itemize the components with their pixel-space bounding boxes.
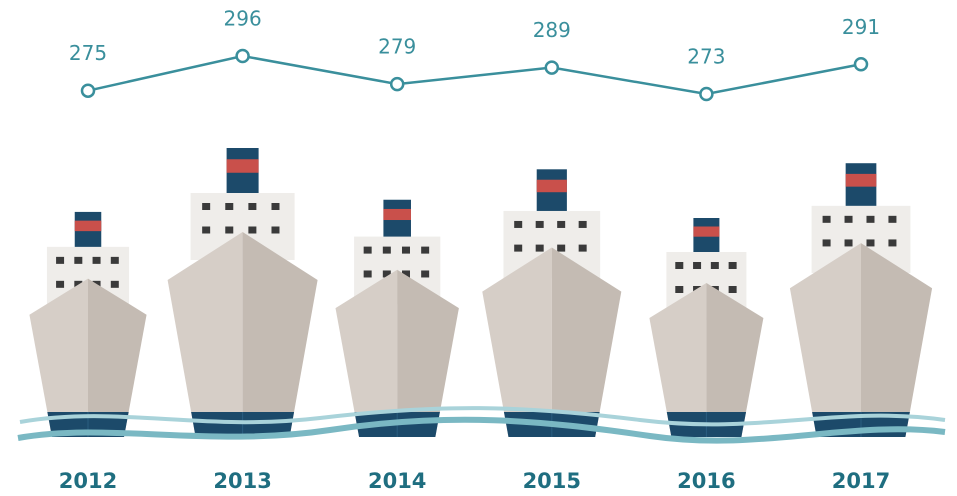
wave xyxy=(17,416,946,444)
window xyxy=(363,246,372,254)
window xyxy=(401,246,410,254)
window xyxy=(514,244,523,252)
ship xyxy=(482,169,622,437)
window xyxy=(822,239,831,247)
window xyxy=(74,280,83,288)
window xyxy=(363,270,372,278)
funnel-stripe xyxy=(845,173,877,187)
x-tick-label: 2013 xyxy=(213,469,271,493)
window xyxy=(382,270,391,278)
ship xyxy=(649,218,764,437)
funnel-stripe xyxy=(226,159,259,173)
hull-left xyxy=(29,278,88,437)
window xyxy=(728,286,737,293)
window xyxy=(271,226,280,234)
funnel-stripe xyxy=(536,179,567,193)
value-label: 296 xyxy=(224,7,262,31)
window xyxy=(578,244,587,252)
window xyxy=(822,215,831,223)
hull-right xyxy=(242,232,318,437)
value-label: 273 xyxy=(687,45,725,69)
window xyxy=(675,262,684,269)
point xyxy=(235,48,250,64)
ship xyxy=(167,148,318,437)
x-tick-label: 2012 xyxy=(59,469,117,493)
ship xyxy=(335,199,459,437)
window xyxy=(401,270,410,278)
line xyxy=(87,54,862,96)
x-tick-label: 2015 xyxy=(523,469,581,493)
window xyxy=(535,244,544,252)
value-label: 291 xyxy=(842,15,880,39)
wave xyxy=(19,406,946,427)
window xyxy=(110,256,119,264)
point xyxy=(853,57,869,72)
window xyxy=(421,270,430,278)
funnel-stripe xyxy=(74,220,102,232)
window xyxy=(866,215,875,223)
hull-right xyxy=(706,283,764,437)
window xyxy=(888,215,897,223)
x-tick-label: 2017 xyxy=(832,469,890,493)
window xyxy=(728,262,737,269)
window xyxy=(382,246,391,254)
window xyxy=(535,220,544,228)
point xyxy=(80,83,96,98)
window xyxy=(225,203,234,210)
point xyxy=(699,86,714,102)
hull-right xyxy=(551,247,622,437)
hull-left xyxy=(167,232,243,437)
window xyxy=(844,215,853,223)
point xyxy=(389,76,405,92)
window xyxy=(557,220,566,228)
hull-left xyxy=(335,269,398,437)
funnel-stripe xyxy=(693,226,720,237)
waves xyxy=(17,406,946,444)
window xyxy=(248,203,257,210)
window xyxy=(56,280,65,288)
window xyxy=(74,256,83,264)
window xyxy=(56,256,65,264)
window xyxy=(202,203,211,210)
window xyxy=(514,220,523,228)
window xyxy=(202,226,211,234)
x-tick-label: 2014 xyxy=(368,469,426,493)
window xyxy=(675,286,684,293)
hull-left xyxy=(482,247,552,437)
value-label: 275 xyxy=(69,41,107,65)
hull-left xyxy=(649,283,707,437)
ship xyxy=(789,163,933,437)
window xyxy=(710,262,719,269)
window xyxy=(225,226,234,234)
ships xyxy=(29,148,933,437)
window xyxy=(844,239,853,247)
window xyxy=(557,244,566,252)
window xyxy=(92,256,101,264)
window xyxy=(866,239,875,247)
hull-left xyxy=(789,243,861,437)
value-label: 289 xyxy=(533,18,571,42)
value-label: 279 xyxy=(378,35,416,59)
window xyxy=(271,203,280,210)
line-layer: 275 2012 296 2013 279 2014 289 2015 273 2016 291 20… xyxy=(59,7,890,494)
window xyxy=(888,239,897,247)
window xyxy=(693,262,702,269)
ship xyxy=(29,211,147,437)
point xyxy=(544,60,560,75)
window xyxy=(421,246,430,254)
window xyxy=(248,226,257,234)
hull-right xyxy=(861,243,933,437)
hull-right xyxy=(88,278,147,437)
x-tick-label: 2016 xyxy=(677,469,735,493)
funnel-stripe xyxy=(383,208,411,221)
window xyxy=(110,280,119,288)
hull-right xyxy=(397,269,459,437)
window xyxy=(578,220,587,228)
